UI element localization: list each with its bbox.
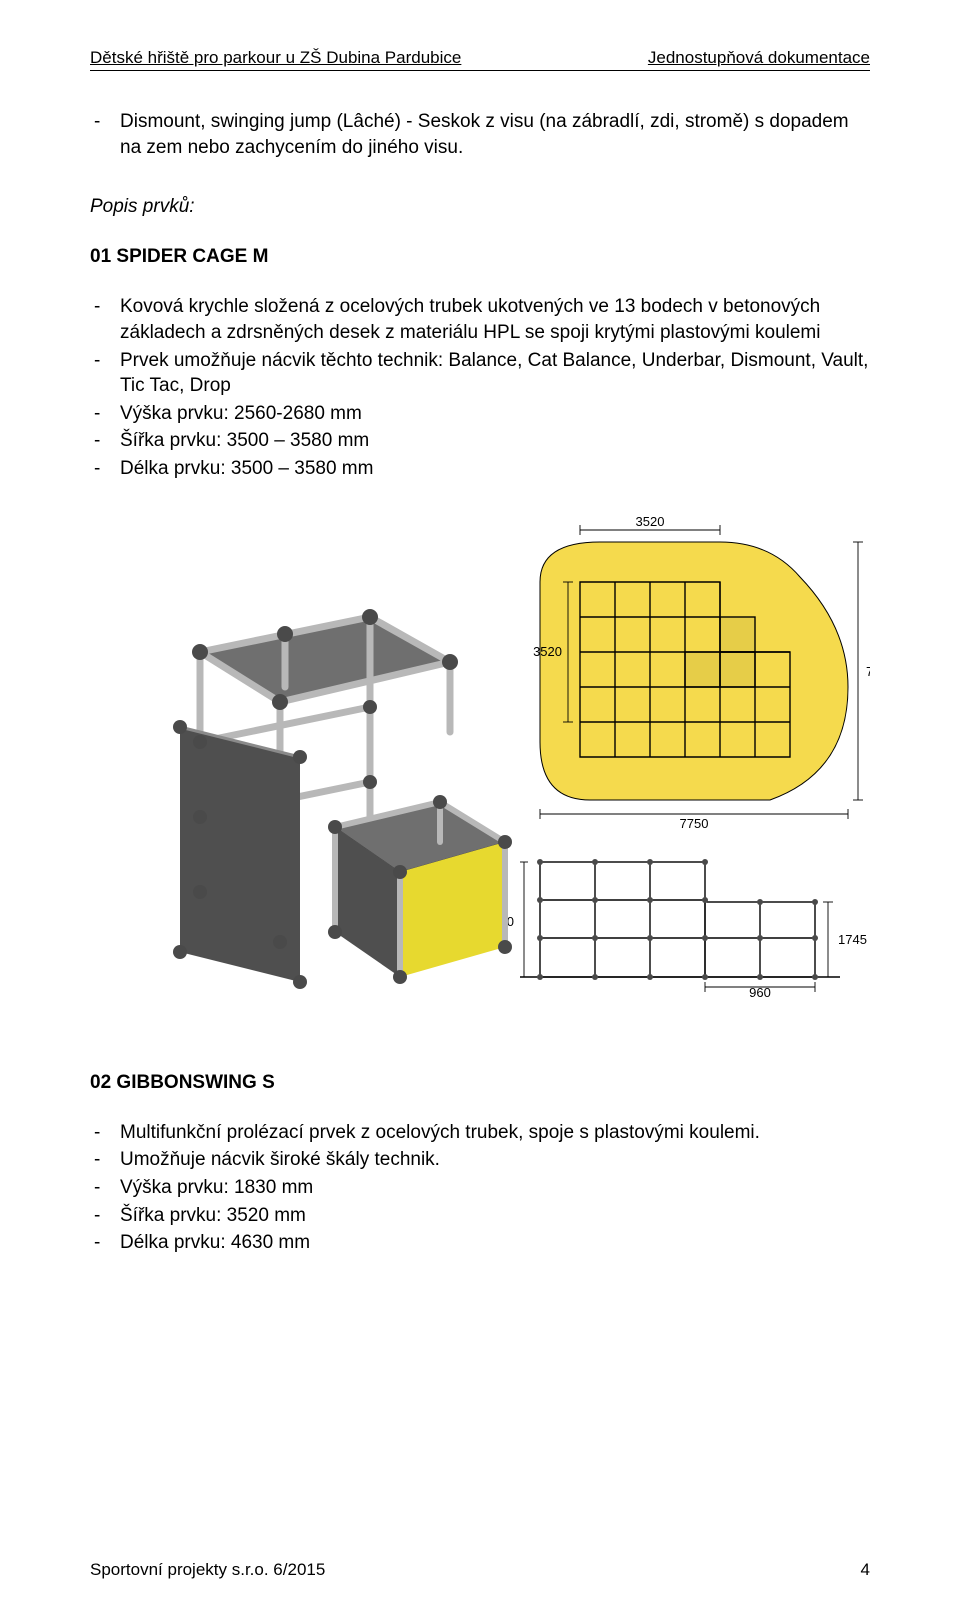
list-item: Šířka prvku: 3520 mm bbox=[120, 1203, 870, 1229]
header-left: Dětské hřiště pro parkour u ZŠ Dubina Pa… bbox=[90, 48, 461, 68]
footer-page-number: 4 bbox=[861, 1560, 870, 1580]
list-item: Umožňuje nácvik široké škály technik. bbox=[120, 1147, 870, 1173]
spider-bullets: Kovová krychle složená z ocelových trube… bbox=[90, 294, 870, 481]
gibbon-title: 02 GIBBONSWING S bbox=[90, 1072, 870, 1094]
list-item: Kovová krychle složená z ocelových trube… bbox=[120, 294, 870, 345]
page-header: Dětské hřiště pro parkour u ZŠ Dubina Pa… bbox=[90, 48, 870, 71]
spider-cage-figure: 3520 3520 7070 bbox=[90, 512, 870, 1012]
render-3d bbox=[173, 609, 512, 989]
plan-view: 3520 3520 7070 bbox=[533, 514, 870, 831]
spider-title: 01 SPIDER CAGE M bbox=[90, 246, 870, 268]
figure-area: 3520 3520 7070 bbox=[90, 512, 870, 1012]
list-item: Šířka prvku: 3500 – 3580 mm bbox=[120, 428, 870, 454]
dim-3520-left: 3520 bbox=[533, 644, 562, 659]
list-item: Multifunkční prolézací prvek z ocelových… bbox=[120, 1120, 870, 1146]
dim-3520-top: 3520 bbox=[636, 514, 665, 529]
elevation-view: 2600 960 1745 bbox=[485, 859, 867, 1000]
dim-7070: 7070 bbox=[866, 664, 870, 679]
gibbon-bullets: Multifunkční prolézací prvek z ocelových… bbox=[90, 1120, 870, 1256]
intro-bullet: Dismount, swinging jump (Lâché) - Seskok… bbox=[120, 109, 870, 160]
list-item: Délka prvku: 4630 mm bbox=[120, 1230, 870, 1256]
dim-7750: 7750 bbox=[680, 816, 709, 831]
list-item: Délka prvku: 3500 – 3580 mm bbox=[120, 456, 870, 482]
intro-list: Dismount, swinging jump (Lâché) - Seskok… bbox=[90, 109, 870, 160]
list-item: Výška prvku: 1830 mm bbox=[120, 1175, 870, 1201]
popis-label: Popis prvků: bbox=[90, 196, 870, 218]
dim-1745: 1745 bbox=[838, 932, 867, 947]
header-right: Jednostupňová dokumentace bbox=[648, 48, 870, 68]
page-footer: Sportovní projekty s.r.o. 6/2015 4 bbox=[90, 1560, 870, 1580]
list-item: Prvek umožňuje nácvik těchto technik: Ba… bbox=[120, 348, 870, 399]
list-item: Výška prvku: 2560-2680 mm bbox=[120, 401, 870, 427]
footer-left: Sportovní projekty s.r.o. 6/2015 bbox=[90, 1560, 325, 1580]
